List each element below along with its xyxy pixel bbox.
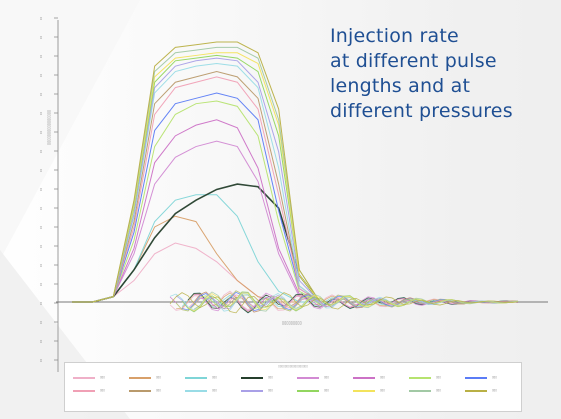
y-tick-label-glyph: ▯ — [40, 206, 42, 211]
y-tick-label-glyph: ▯ — [40, 282, 42, 287]
caption-line-3: lengths and at — [330, 74, 555, 99]
y-tick-label-glyph: ▯ — [40, 168, 42, 173]
legend-swatch — [129, 377, 151, 379]
legend-swatch — [297, 390, 319, 392]
y-tick-label-glyph: ▯ — [40, 339, 42, 344]
legend-label-glyph: ▯▯▯ — [100, 387, 105, 393]
legend-swatch — [185, 377, 207, 379]
caption-line-1: Injection rate — [330, 24, 555, 49]
legend-swatch — [129, 390, 151, 392]
legend-item: ▯▯▯ — [409, 386, 469, 394]
legend-swatch — [241, 377, 263, 379]
legend-item: ▯▯▯ — [465, 386, 525, 394]
legend-label-glyph: ▯▯▯ — [324, 374, 329, 380]
legend-swatch — [297, 377, 319, 379]
legend-item: ▯▯▯ — [409, 373, 469, 381]
y-tick-label-glyph: ▯ — [40, 225, 42, 230]
y-tick-label-glyph: ▯ — [40, 320, 42, 325]
legend-label-glyph: ▯▯▯ — [492, 387, 497, 393]
legend-swatch — [353, 390, 375, 392]
legend-item: ▯▯▯ — [73, 386, 133, 394]
y-tick-label-glyph: ▯ — [40, 130, 42, 135]
legend-item: ▯▯▯ — [129, 373, 189, 381]
baseline-label-glyphs: ▯▯▯▯▯▯▯▯▯ — [282, 320, 302, 325]
legend-label-glyph: ▯▯▯ — [492, 374, 497, 380]
y-tick-label-glyph: ▯ — [40, 111, 42, 116]
legend-item: ▯▯▯ — [297, 373, 357, 381]
legend-label-glyph: ▯▯▯ — [212, 387, 217, 393]
legend: ▯▯▯▯▯▯▯▯▯▯▯▯▯▯▯▯▯▯ ▯▯▯ ▯▯▯ ▯▯▯ ▯▯▯ ▯▯▯ ▯▯▯ ▯▯▯… — [64, 362, 522, 412]
legend-label-glyph: ▯▯▯ — [436, 387, 441, 393]
legend-swatch — [185, 390, 207, 392]
y-tick-label-glyph: ▯ — [40, 358, 42, 363]
legend-swatch — [73, 390, 95, 392]
legend-label-glyph: ▯▯▯ — [380, 374, 385, 380]
y-tick-label-glyph: ▯ — [40, 244, 42, 249]
y-tick-label-glyph: ▯ — [40, 92, 42, 97]
legend-swatch — [73, 377, 95, 379]
legend-label-glyph: ▯▯▯ — [156, 374, 161, 380]
legend-label-glyph: ▯▯▯ — [324, 387, 329, 393]
y-tick-label-glyph: ▯ — [40, 54, 42, 59]
y-tick-label-glyph: ▯ — [40, 263, 42, 268]
y-axis-title-glyphs: ▯▯▯▯▯▯▯▯▯▯▯▯▯▯▯▯ — [46, 110, 51, 145]
legend-label-glyph: ▯▯▯ — [212, 374, 217, 380]
y-tick-label-glyph: ▯ — [40, 16, 42, 21]
y-tick-label-glyph: ▯ — [40, 35, 42, 40]
legend-item: ▯▯▯ — [353, 373, 413, 381]
y-tick-label-glyph: ▯ — [40, 73, 42, 78]
legend-item: ▯▯▯ — [353, 386, 413, 394]
legend-label-glyph: ▯▯▯ — [380, 387, 385, 393]
legend-item: ▯▯▯ — [465, 373, 525, 381]
legend-label-glyph: ▯▯▯ — [268, 387, 273, 393]
legend-swatch — [465, 377, 487, 379]
legend-label-glyph: ▯▯▯ — [268, 374, 273, 380]
legend-label-glyph: ▯▯▯ — [100, 374, 105, 380]
legend-item: ▯▯▯ — [297, 386, 357, 394]
legend-item: ▯▯▯ — [73, 373, 133, 381]
caption-line-4: different pressures — [330, 99, 555, 124]
legend-swatch — [465, 390, 487, 392]
y-tick-label-glyph: ▯ — [40, 149, 42, 154]
legend-item: ▯▯▯ — [185, 373, 245, 381]
legend-item: ▯▯▯ — [129, 386, 189, 394]
chart-caption: Injection rate at different pulse length… — [330, 24, 555, 124]
legend-swatch — [353, 377, 375, 379]
legend-label-glyph: ▯▯▯ — [156, 387, 161, 393]
legend-swatch — [241, 390, 263, 392]
caption-line-2: at different pulse — [330, 49, 555, 74]
legend-title-placeholder: ▯▯▯▯▯▯▯▯▯▯▯▯▯▯▯▯▯▯ — [65, 364, 521, 368]
y-tick-label-glyph: ▯ — [40, 301, 42, 306]
legend-item: ▯▯▯ — [241, 386, 301, 394]
legend-item: ▯▯▯ — [241, 373, 301, 381]
legend-swatch — [409, 390, 431, 392]
legend-label-glyph: ▯▯▯ — [436, 374, 441, 380]
legend-item: ▯▯▯ — [185, 386, 245, 394]
legend-swatch — [409, 377, 431, 379]
y-tick-label-glyph: ▯ — [40, 187, 42, 192]
